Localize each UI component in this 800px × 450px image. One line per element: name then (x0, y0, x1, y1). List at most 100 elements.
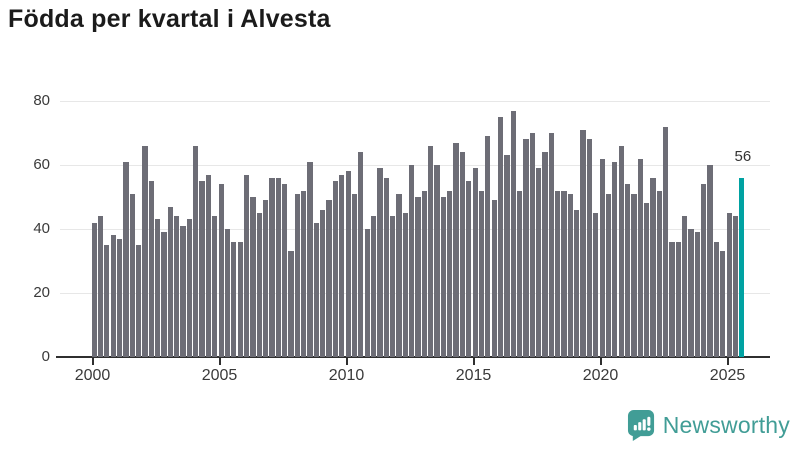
bar-quarter (510, 110, 516, 357)
bar-quarter (567, 193, 574, 357)
bar-quarter (656, 190, 662, 357)
bar-quarter (135, 245, 142, 357)
bar-quarter (116, 238, 123, 357)
bar-quarter (605, 193, 612, 357)
bar-quarter (580, 129, 586, 357)
x-axis-tick-label: 2000 (74, 367, 111, 384)
bar-quarter (694, 232, 701, 357)
bar-quarter (555, 190, 561, 357)
bar-quarter (339, 174, 345, 357)
bar-quarter (726, 213, 732, 357)
bar-quarter (218, 184, 224, 357)
bar-quarter (345, 171, 351, 357)
bar-quarter (491, 200, 497, 357)
gridline-y-80 (60, 100, 770, 102)
bar-quarter (212, 216, 218, 357)
bar-quarter (688, 229, 694, 357)
bar-quarter (396, 193, 402, 357)
bar-quarter (301, 190, 307, 357)
bar-quarter (409, 165, 415, 357)
bar-quarter (288, 251, 294, 357)
bar-quarter (593, 213, 599, 357)
bar-quarter (224, 229, 231, 357)
bar-quarter (453, 142, 459, 357)
bar-quarter (358, 152, 364, 357)
highlight-value-label: 56 (734, 147, 752, 165)
bar-quarter (428, 145, 434, 357)
bar-quarter (650, 177, 656, 357)
bar-quarter (402, 213, 408, 357)
x-axis-tick-label: 2005 (201, 367, 238, 384)
bar-quarter (97, 216, 104, 357)
bar-quarter (370, 216, 377, 357)
bar-quarter (485, 136, 491, 357)
bar-quarter (669, 241, 675, 357)
bar-quarter (174, 216, 180, 357)
bar-quarter (459, 152, 466, 357)
bar-quarter (631, 193, 637, 357)
bar-quarter (294, 193, 300, 357)
bar-quarter (193, 145, 199, 357)
bar-quarter (504, 155, 510, 357)
bar-quarter (389, 216, 396, 357)
gridline-y-20 (60, 292, 770, 294)
bar-quarter (262, 200, 269, 357)
bar-quarter (516, 190, 523, 357)
chart-title: Födda per kvartal i Alvesta (8, 5, 331, 33)
bar-quarter (155, 219, 161, 357)
bar-quarter (123, 161, 129, 357)
bar-quarter (637, 158, 643, 357)
y-axis-tick-label: 80 (33, 92, 50, 109)
bar-quarter (624, 184, 631, 357)
bar-quarter (536, 168, 542, 357)
bar-quarter (612, 161, 618, 357)
bar-quarter (707, 165, 713, 357)
bar-highlighted-latest-quarter (739, 177, 745, 357)
bar-quarter (548, 133, 554, 357)
bar-quarter (110, 235, 116, 357)
bar-quarter (713, 241, 720, 357)
bar-quarter (447, 190, 453, 357)
bar-quarter (237, 241, 243, 357)
bar-quarter (618, 145, 624, 357)
bar-quarter (599, 158, 605, 357)
bar-quarter (326, 200, 332, 357)
bar-quarter (250, 197, 256, 357)
bar-quarter (313, 222, 320, 357)
bar-quarter (205, 174, 212, 357)
bar-quarter (307, 161, 313, 357)
bar-quarter (675, 241, 681, 357)
bar-quarter (269, 177, 275, 357)
bar-quarter (364, 229, 370, 357)
bar-quarter (523, 139, 529, 357)
bar-quarter (161, 232, 167, 357)
bar-quarter (415, 197, 421, 357)
bar-quarter (682, 216, 688, 357)
y-axis-tick-label: 60 (33, 156, 50, 173)
bar-quarter (256, 213, 262, 357)
gridline-y-40 (60, 228, 770, 230)
x-axis-tick-label: 2020 (582, 367, 619, 384)
bar-quarter (199, 181, 205, 357)
bar-quarter (320, 209, 326, 357)
newsworthy-logo: Newsworthy (627, 409, 790, 442)
x-axis-tick-label: 2025 (709, 367, 746, 384)
bar-quarter (434, 165, 440, 357)
bar-quarter (732, 216, 739, 357)
bar-quarter (472, 168, 478, 357)
bar-quarter (129, 193, 135, 357)
x-axis-tick (726, 358, 729, 365)
bar-quarter (383, 177, 389, 357)
bar-quarter (720, 251, 726, 357)
bar-quarter (529, 133, 535, 357)
bar-quarter (282, 184, 288, 357)
bar-quarter (148, 181, 154, 357)
bar-quarter (574, 209, 580, 357)
bar-quarter (542, 152, 548, 357)
x-axis-tick (218, 358, 221, 365)
bar-quarter (243, 174, 250, 357)
y-axis-tick-label: 0 (41, 348, 50, 365)
bar-quarter (586, 139, 593, 357)
bar-quarter (478, 190, 485, 357)
